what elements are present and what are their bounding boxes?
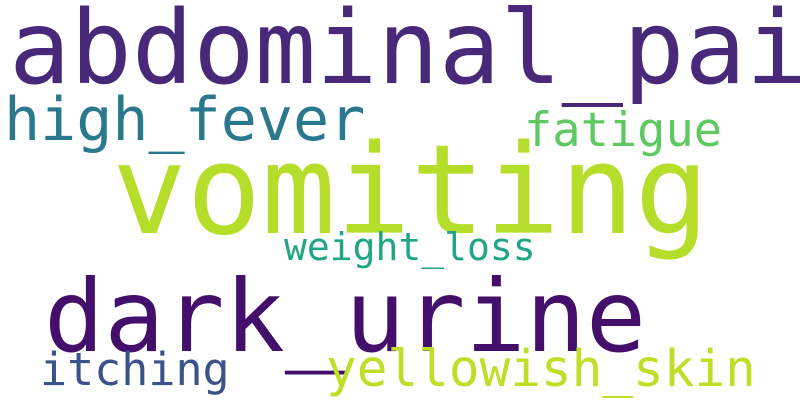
word-itching: itching (40, 343, 230, 396)
word-fatigue: fatigue (524, 103, 723, 158)
word-vomiting: vomiting (112, 119, 710, 263)
word-yellowish-skin: yellowish_skin (326, 340, 756, 399)
word-abdominal-pain: abdominal_pain (9, 0, 800, 108)
word-weight-loss: weight_loss (284, 225, 536, 269)
word-dark-urine: dark_urine (44, 258, 647, 375)
word-high-fever: high_fever (4, 85, 366, 155)
